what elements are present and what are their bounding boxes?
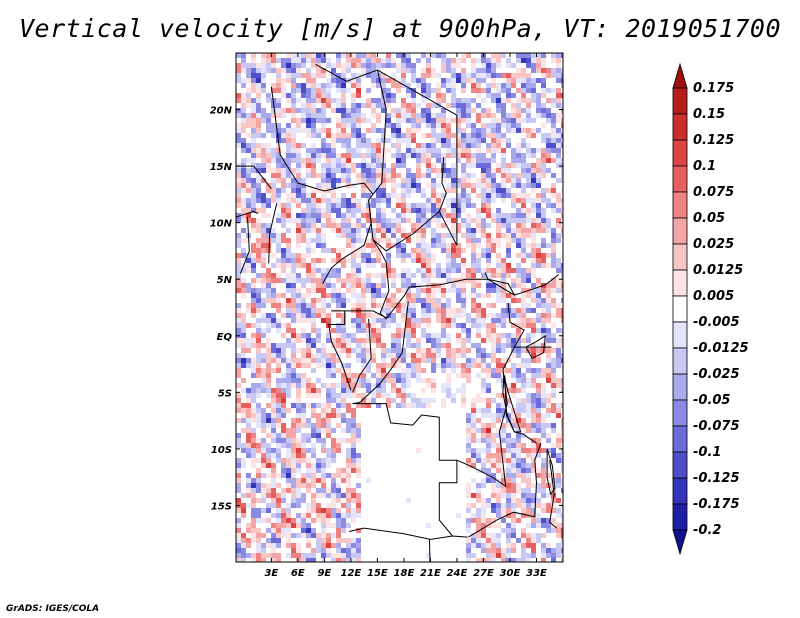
border-line (484, 272, 515, 296)
colorbar-segment (672, 87, 688, 115)
border-line (236, 210, 259, 218)
colorbar-label: 0.15 (693, 107, 725, 122)
colorbar-segment (672, 217, 688, 245)
colorbar-segment (672, 113, 688, 141)
colorbar-label: -0.005 (693, 315, 740, 330)
colorbar-segment (672, 503, 688, 531)
colorbar-label: -0.125 (693, 471, 740, 486)
longitude-axis: 3E 6E 9E 12E 15E 18E 21E 24E 27E 30E 33E (264, 53, 547, 579)
colorbar-max-triangle (672, 62, 688, 89)
colorbar-segment (672, 399, 688, 427)
colorbar-segment (672, 347, 688, 375)
colorbar-label: 0.005 (693, 289, 734, 304)
colorbar-legend: 0.175 0.15 0.125 0.1 0.075 0.05 0.025 0.0125 0.0… (672, 62, 749, 556)
chart-title: Vertical velocity [m/s] at 900hPa, VT: 2… (18, 14, 781, 43)
border-line (328, 310, 352, 391)
border-line (468, 443, 542, 538)
border-line (456, 302, 525, 488)
colorbar-segment (672, 321, 688, 349)
lake-outline (502, 375, 522, 433)
lat-tick-label: 10N (210, 219, 233, 230)
border-line (239, 216, 250, 274)
lake-outline (546, 448, 556, 496)
latitude-axis: 20N 15N 10N 5N EQ 5S 10S 15S (210, 106, 563, 512)
lon-tick-label: 18E (394, 568, 415, 579)
border-line (429, 539, 431, 562)
border-line (352, 318, 372, 393)
border-line (352, 301, 409, 405)
border-line (348, 527, 453, 540)
country-borders (236, 63, 559, 562)
lat-tick-label: 15N (210, 162, 233, 173)
colorbar-segment (672, 139, 688, 167)
border-line (236, 165, 272, 190)
lat-tick-label: EQ (217, 332, 233, 343)
colorbar-segment (672, 373, 688, 401)
colorbar-label: -0.1 (693, 445, 721, 460)
colorbar-segment (672, 191, 688, 219)
border-line (322, 199, 372, 284)
colorbar-label: -0.05 (693, 393, 730, 408)
border-line (438, 157, 447, 212)
border-line (372, 239, 559, 320)
border-line (331, 310, 387, 319)
border-line (352, 403, 468, 538)
colorbar-segment (672, 295, 688, 323)
border-line (268, 203, 278, 264)
lon-tick-label: 33E (526, 568, 547, 579)
lon-tick-label: 24E (447, 568, 468, 579)
map-frame (235, 52, 564, 563)
colorbar-min-triangle (672, 529, 688, 556)
lon-tick-label: 27E (473, 568, 494, 579)
colorbar-label: 0.125 (693, 133, 734, 148)
colorbar-label: 0.025 (693, 237, 734, 252)
colorbar-label: -0.025 (693, 367, 740, 382)
lat-tick-label: 20N (210, 106, 233, 117)
lat-tick-label: 15S (211, 501, 232, 512)
colorbar-label: 0.175 (693, 81, 734, 96)
colorbar-label: -0.2 (693, 523, 721, 538)
colorbar-label: -0.075 (693, 419, 740, 434)
lat-tick-label: 5S (218, 388, 232, 399)
colorbar-segment (672, 269, 688, 297)
grads-credit: GrADS: IGES/COLA (6, 604, 100, 614)
colorbar-segment (672, 451, 688, 479)
colorbar-segment (672, 243, 688, 271)
lon-tick-label: 30E (500, 568, 521, 579)
colorbar-label: 0.1 (693, 159, 716, 174)
colorbar-segment (672, 477, 688, 505)
lon-tick-label: 3E (264, 568, 278, 579)
lake-outline (525, 334, 546, 360)
lat-tick-label: 5N (217, 275, 233, 286)
border-line (549, 460, 558, 529)
colorbar-label: -0.175 (693, 497, 740, 512)
lon-tick-label: 9E (317, 568, 331, 579)
colorbar-label: -0.0125 (693, 341, 749, 356)
lat-tick-label: 10S (211, 445, 232, 456)
colorbar-segment (672, 165, 688, 193)
colorbar-label: 0.0125 (693, 263, 743, 278)
lon-tick-label: 21E (420, 568, 441, 579)
lon-tick-label: 6E (291, 568, 305, 579)
lon-tick-label: 12E (341, 568, 362, 579)
lon-tick-label: 15E (367, 568, 388, 579)
velocity-field (236, 53, 563, 562)
colorbar-segment (672, 425, 688, 453)
colorbar-label: 0.05 (693, 211, 725, 226)
colorbar-label: 0.075 (693, 185, 734, 200)
border-line (270, 86, 374, 195)
